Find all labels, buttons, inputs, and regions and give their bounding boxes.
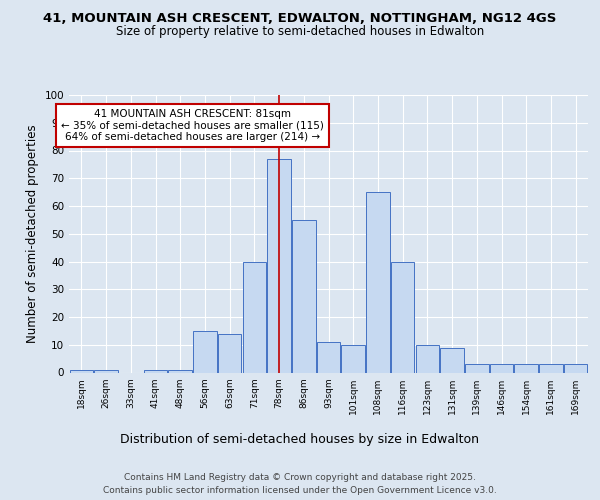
Text: Distribution of semi-detached houses by size in Edwalton: Distribution of semi-detached houses by … — [121, 432, 479, 446]
Bar — [490, 364, 513, 372]
Bar — [70, 370, 93, 372]
Bar — [292, 220, 316, 372]
Bar — [169, 370, 192, 372]
Text: 41 MOUNTAIN ASH CRESCENT: 81sqm
← 35% of semi-detached houses are smaller (115)
: 41 MOUNTAIN ASH CRESCENT: 81sqm ← 35% of… — [61, 109, 324, 142]
Bar — [94, 370, 118, 372]
Bar — [564, 364, 587, 372]
Bar — [514, 364, 538, 372]
Bar — [391, 262, 415, 372]
Text: Contains HM Land Registry data © Crown copyright and database right 2025.
Contai: Contains HM Land Registry data © Crown c… — [103, 473, 497, 495]
Bar — [465, 364, 488, 372]
Bar — [268, 159, 291, 372]
Y-axis label: Number of semi-detached properties: Number of semi-detached properties — [26, 124, 39, 343]
Bar — [440, 348, 464, 372]
Bar — [416, 345, 439, 372]
Bar — [539, 364, 563, 372]
Text: Size of property relative to semi-detached houses in Edwalton: Size of property relative to semi-detach… — [116, 25, 484, 38]
Bar — [341, 345, 365, 372]
Text: 41, MOUNTAIN ASH CRESCENT, EDWALTON, NOTTINGHAM, NG12 4GS: 41, MOUNTAIN ASH CRESCENT, EDWALTON, NOT… — [43, 12, 557, 26]
Bar — [317, 342, 340, 372]
Bar — [144, 370, 167, 372]
Bar — [193, 331, 217, 372]
Bar — [218, 334, 241, 372]
Bar — [366, 192, 389, 372]
Bar — [242, 262, 266, 372]
